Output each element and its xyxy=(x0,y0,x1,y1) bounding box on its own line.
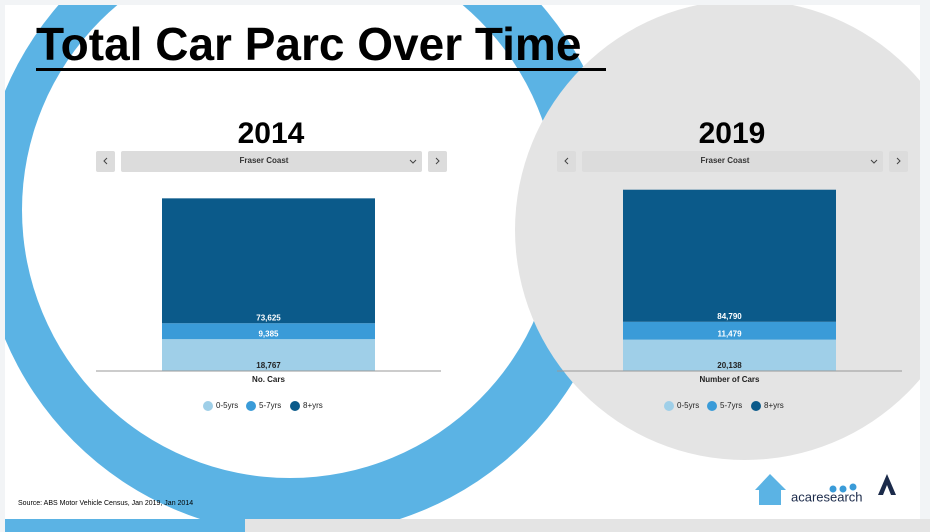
dropdown-value: Fraser Coast xyxy=(701,156,750,165)
legend-label: 8+yrs xyxy=(303,401,323,410)
legend-label: 0-5yrs xyxy=(216,401,238,410)
chevron xyxy=(870,159,878,164)
legend-swatch xyxy=(290,401,300,411)
data-label: 73,625 xyxy=(256,313,281,322)
legend-swatch xyxy=(751,401,761,411)
chart-title: 2019 xyxy=(699,117,766,150)
bar-segment xyxy=(623,321,836,340)
bar-segment xyxy=(623,189,836,322)
chevron xyxy=(564,157,569,165)
legend-swatch xyxy=(246,401,256,411)
dropdown-value: Fraser Coast xyxy=(240,156,289,165)
prev-button[interactable] xyxy=(96,151,115,172)
legend-swatch xyxy=(707,401,717,411)
legend-label: 0-5yrs xyxy=(677,401,699,410)
chevron xyxy=(896,157,901,165)
chart-title: 2014 xyxy=(238,117,305,150)
bar-segment xyxy=(162,323,375,340)
chevron xyxy=(409,159,417,164)
x-axis-label: No. Cars xyxy=(252,375,285,384)
data-label: 18,767 xyxy=(256,361,281,370)
data-label: 20,138 xyxy=(717,361,742,370)
logo-text: acaresearch xyxy=(791,489,863,504)
footer-bar xyxy=(245,519,930,532)
legend-label: 5-7yrs xyxy=(720,401,742,410)
dropdown[interactable] xyxy=(121,151,422,172)
legend-label: 8+yrs xyxy=(764,401,784,410)
legend-label: 5-7yrs xyxy=(259,401,281,410)
footer-bar xyxy=(5,519,245,532)
slide-title: Total Car Parc Over Time xyxy=(36,18,581,70)
legend-swatch xyxy=(664,401,674,411)
data-label: 11,479 xyxy=(717,330,742,339)
chevron xyxy=(435,157,440,165)
prev-button[interactable] xyxy=(557,151,576,172)
bar-segment xyxy=(162,198,375,324)
logo xyxy=(755,474,896,505)
bar-segment xyxy=(162,339,375,371)
next-button[interactable] xyxy=(428,151,447,172)
data-label: 84,790 xyxy=(717,312,742,321)
dropdown[interactable] xyxy=(582,151,883,172)
chevron xyxy=(103,157,108,165)
bar-segment xyxy=(623,339,836,371)
title-underline xyxy=(36,68,606,71)
legend-swatch xyxy=(203,401,213,411)
data-label: 9,385 xyxy=(258,329,279,338)
next-button[interactable] xyxy=(889,151,908,172)
source-note: Source: ABS Motor Vehicle Census, Jan 20… xyxy=(18,500,193,507)
x-axis-label: Number of Cars xyxy=(699,375,760,384)
